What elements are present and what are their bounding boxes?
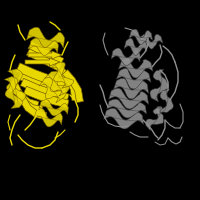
Polygon shape	[4, 77, 22, 108]
Polygon shape	[114, 78, 149, 99]
Polygon shape	[15, 90, 43, 113]
Polygon shape	[146, 108, 164, 131]
Polygon shape	[24, 86, 69, 108]
Polygon shape	[28, 42, 64, 66]
Polygon shape	[109, 88, 149, 109]
Polygon shape	[39, 100, 68, 116]
Polygon shape	[27, 27, 65, 50]
Polygon shape	[26, 49, 62, 71]
Polygon shape	[19, 96, 47, 119]
Polygon shape	[28, 51, 62, 59]
Polygon shape	[107, 99, 146, 118]
Polygon shape	[20, 78, 69, 102]
Polygon shape	[150, 69, 169, 102]
Polygon shape	[129, 29, 152, 44]
Polygon shape	[12, 83, 39, 108]
Polygon shape	[39, 77, 67, 103]
Polygon shape	[16, 63, 66, 89]
Polygon shape	[18, 71, 66, 96]
Polygon shape	[124, 38, 147, 55]
Polygon shape	[116, 68, 151, 89]
Polygon shape	[118, 58, 153, 78]
Polygon shape	[62, 70, 83, 103]
Polygon shape	[45, 71, 70, 96]
Polygon shape	[139, 34, 163, 49]
Polygon shape	[51, 62, 74, 88]
Polygon shape	[104, 108, 144, 129]
Polygon shape	[25, 58, 60, 66]
Polygon shape	[7, 69, 26, 103]
Polygon shape	[57, 67, 80, 101]
Polygon shape	[156, 89, 173, 118]
Polygon shape	[34, 109, 63, 127]
Polygon shape	[111, 48, 140, 65]
Polygon shape	[29, 38, 58, 55]
